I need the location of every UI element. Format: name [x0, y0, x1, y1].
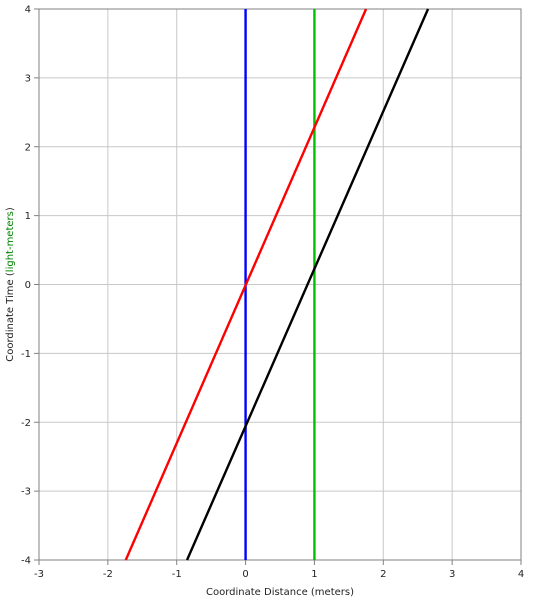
y-tick-label: -3: [21, 487, 31, 498]
y-tick-label: -4: [21, 556, 31, 567]
y-tick-label: -2: [21, 418, 31, 429]
y-tick-label: 0: [25, 280, 31, 291]
x-tick-label: 0: [242, 569, 248, 580]
x-tick-label: -3: [34, 569, 44, 580]
x-tick-label: 1: [311, 569, 317, 580]
series-lines: [124, 8, 430, 561]
y-axis-title-prefix: Coordinate Time (: [5, 272, 16, 362]
y-tick-labels: -4 -3 -2 -1 0 1 2 3 4: [21, 5, 39, 567]
grid-lines: [38, 8, 522, 561]
x-tick-label: 2: [380, 569, 386, 580]
x-tick-label: -2: [103, 569, 113, 580]
x-tick-label: 4: [518, 569, 524, 580]
x-axis-title: Coordinate Distance (meters): [206, 587, 354, 598]
y-tick-label: 2: [25, 142, 31, 153]
y-axis-title-unit: light-meters: [5, 211, 16, 272]
y-axis-title-suffix: ): [5, 207, 16, 211]
series-line-3: [185, 8, 430, 561]
y-tick-label: 1: [25, 211, 31, 222]
y-tick-label: 3: [25, 73, 31, 84]
y-tick-label: 4: [25, 5, 31, 16]
y-axis-title: Coordinate Time (light-meters): [5, 207, 16, 362]
y-tick-label: -1: [21, 349, 31, 360]
x-tick-label: -1: [172, 569, 182, 580]
x-tick-label: 3: [449, 569, 455, 580]
x-tick-labels: -3 -2 -1 0 1 2 3 4: [34, 560, 524, 580]
series-line-2: [124, 8, 368, 561]
